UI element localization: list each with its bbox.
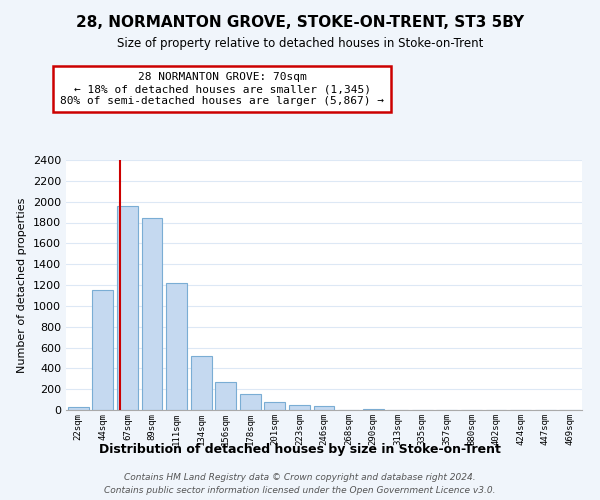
Bar: [142, 218, 163, 410]
Bar: [92, 290, 113, 410]
Bar: [289, 405, 310, 410]
Bar: [265, 402, 286, 410]
Bar: [166, 283, 187, 410]
Text: Contains HM Land Registry data © Crown copyright and database right 2024.: Contains HM Land Registry data © Crown c…: [124, 472, 476, 482]
Text: 28 NORMANTON GROVE: 70sqm
← 18% of detached houses are smaller (1,345)
80% of se: 28 NORMANTON GROVE: 70sqm ← 18% of detac…: [60, 72, 384, 106]
Bar: [117, 206, 138, 410]
Bar: [191, 356, 212, 410]
Text: Distribution of detached houses by size in Stoke-on-Trent: Distribution of detached houses by size …: [99, 442, 501, 456]
Text: Contains public sector information licensed under the Open Government Licence v3: Contains public sector information licen…: [104, 486, 496, 495]
Y-axis label: Number of detached properties: Number of detached properties: [17, 198, 28, 372]
Bar: [314, 406, 334, 410]
Bar: [215, 382, 236, 410]
Text: Size of property relative to detached houses in Stoke-on-Trent: Size of property relative to detached ho…: [117, 38, 483, 51]
Bar: [240, 394, 261, 410]
Bar: [68, 408, 89, 410]
Text: 28, NORMANTON GROVE, STOKE-ON-TRENT, ST3 5BY: 28, NORMANTON GROVE, STOKE-ON-TRENT, ST3…: [76, 15, 524, 30]
